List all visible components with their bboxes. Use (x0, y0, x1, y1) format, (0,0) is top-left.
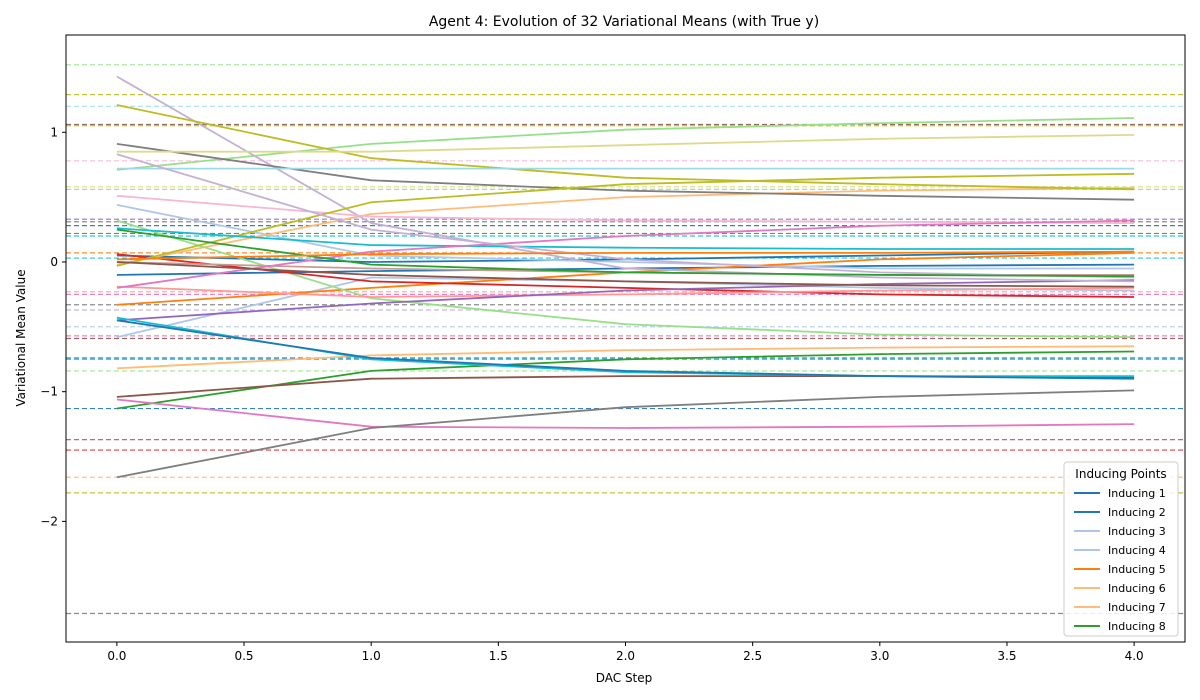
legend-label: Inducing 5 (1108, 563, 1166, 576)
series-line-29 (116, 261, 1135, 288)
series-line-27 (116, 219, 1135, 289)
legend-entries: Inducing 1 Inducing 2 Inducing 3 Inducing 4… (1074, 487, 1166, 633)
series-lines (116, 75, 1135, 479)
series-line-12 (116, 285, 1135, 298)
series-line-6 (116, 187, 1135, 266)
series-line-11 (116, 253, 1135, 298)
x-tick-label: 0.0 (107, 649, 126, 663)
y-tick-label: −2 (40, 514, 58, 528)
y-axis-label: Variational Mean Value (14, 269, 28, 406)
y-tick-label: 0 (50, 255, 58, 269)
series-line-8 (116, 350, 1135, 410)
plot-area (65, 34, 1186, 643)
x-axis-label: DAC Step (596, 671, 653, 685)
legend-label: Inducing 6 (1108, 582, 1166, 595)
legend-label: Inducing 4 (1108, 544, 1166, 557)
series-line-23 (116, 134, 1135, 153)
x-tick-label: 2.5 (743, 649, 762, 663)
series-line-22 (116, 172, 1135, 267)
series-line-17 (116, 398, 1135, 429)
x-tick-label: 1.5 (489, 649, 508, 663)
y-tick-label: −1 (40, 385, 58, 399)
series-line-31 (116, 228, 1135, 278)
y-axis: −2 −1 0 1 (40, 125, 66, 528)
x-tick-label: 2.0 (616, 649, 635, 663)
chart-title: Agent 4: Evolution of 32 Variational Mea… (429, 14, 819, 30)
series-line-32 (116, 250, 1135, 261)
legend-label: Inducing 2 (1108, 506, 1166, 519)
x-tick-label: 0.5 (234, 649, 253, 663)
series-line-30 (116, 319, 1135, 380)
series-line-21 (116, 104, 1135, 191)
x-tick-label: 3.0 (870, 649, 889, 663)
legend-label: Inducing 8 (1108, 620, 1166, 633)
x-tick-label: 4.0 (1125, 649, 1144, 663)
series-line-13 (116, 279, 1135, 322)
series-line-19 (116, 389, 1135, 479)
legend-label: Inducing 3 (1108, 525, 1166, 538)
legend-title: Inducing Points (1075, 467, 1166, 481)
y-tick-label: 1 (50, 125, 58, 139)
x-tick-label: 3.5 (997, 649, 1016, 663)
legend-label: Inducing 1 (1108, 487, 1166, 500)
legend-box (1063, 461, 1179, 637)
x-tick-label: 1.0 (362, 649, 381, 663)
legend-label: Inducing 7 (1108, 601, 1166, 614)
series-line-18 (116, 194, 1135, 224)
series-line-7 (116, 345, 1135, 370)
series-line-14 (116, 75, 1135, 283)
series-line-25 (116, 227, 1135, 250)
series-line-28 (116, 153, 1135, 279)
x-axis: 0.0 0.5 1.0 1.5 2.0 2.5 3.0 3.5 4.0 (107, 642, 1144, 663)
